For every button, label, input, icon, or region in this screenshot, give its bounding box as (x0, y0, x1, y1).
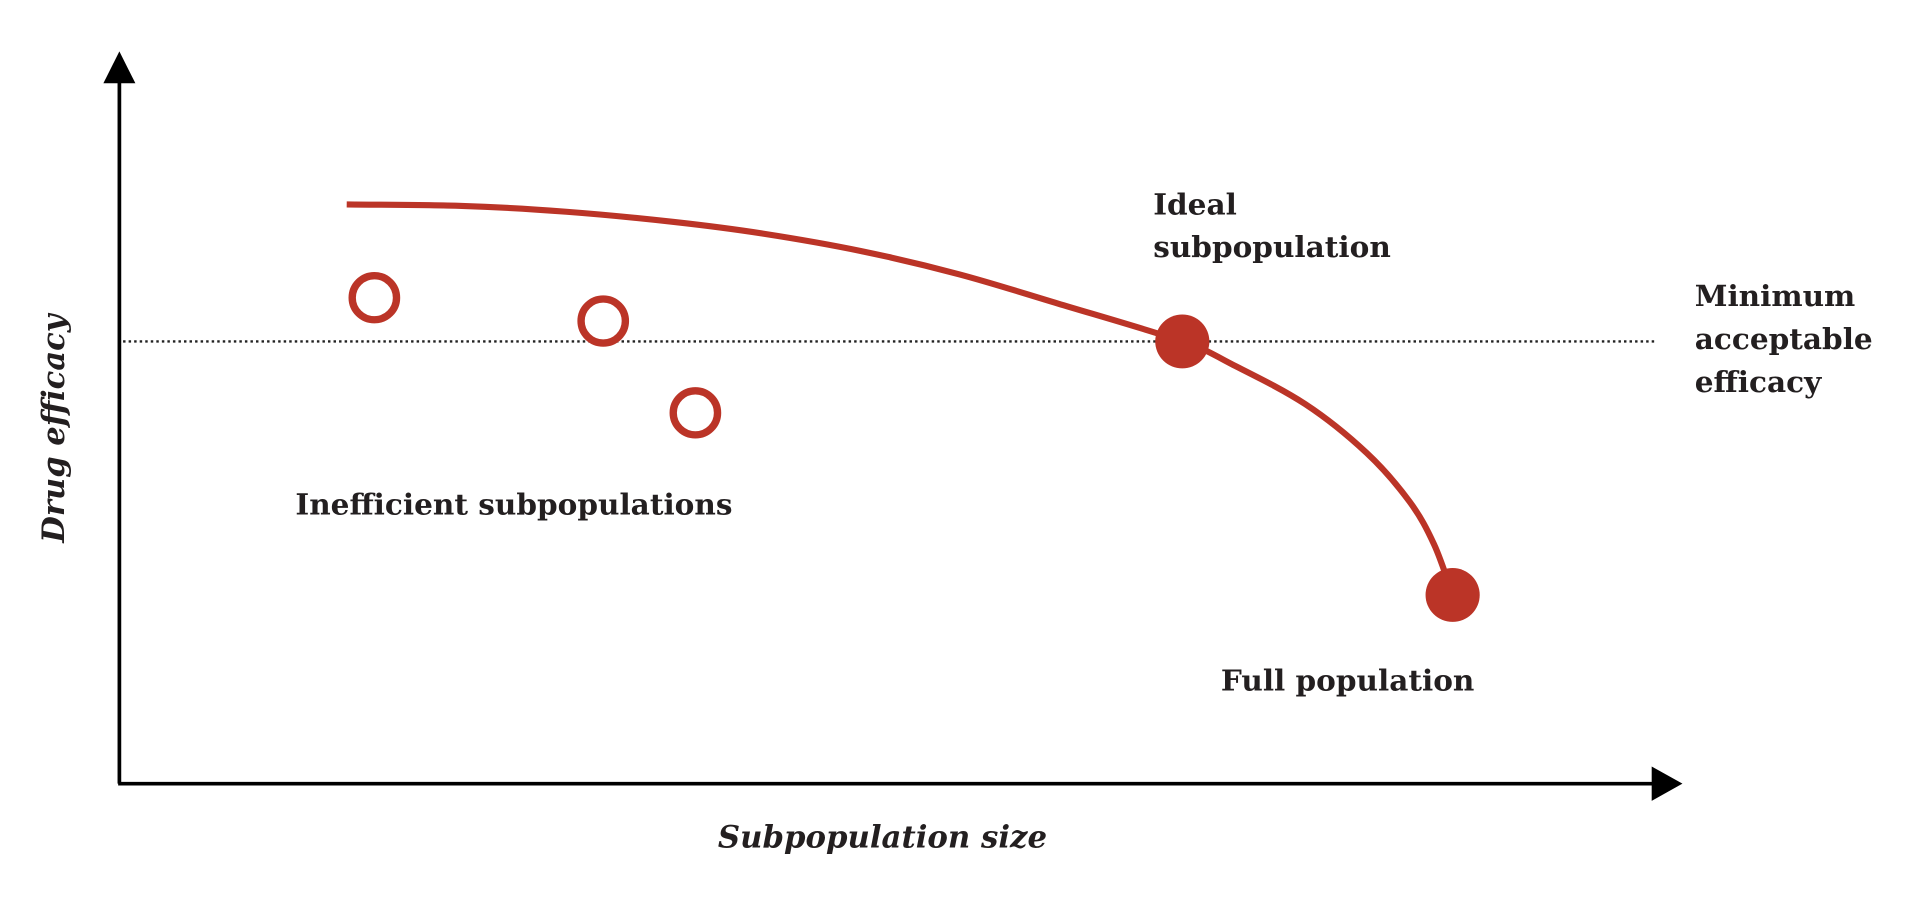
y-axis-label: Drug efficacy (36, 312, 72, 543)
inefficient-label: Inefficient subpopulations (295, 486, 732, 521)
x-axis-label: Subpopulation size (718, 819, 1047, 855)
full-population-label: Full population (1221, 663, 1474, 698)
y-axis-arrow-icon (103, 51, 136, 84)
inefficient-subpopulation-point (577, 295, 630, 347)
x-axis-arrow-icon (1651, 766, 1683, 801)
threshold-label-line2: acceptable (1695, 321, 1873, 356)
threshold-label-line1: Minimum (1695, 278, 1856, 313)
inefficient-subpopulation-point (669, 387, 722, 439)
axes (103, 51, 1683, 801)
ideal-label-line1: Ideal (1153, 186, 1237, 221)
inefficient-subpopulation-point (348, 272, 401, 324)
threshold-label-line3: efficacy (1695, 364, 1822, 399)
efficacy-curve (346, 201, 1456, 597)
full-population-point (1425, 568, 1480, 622)
ideal-subpopulation-point (1155, 314, 1210, 369)
ideal-label-line2: subpopulation (1153, 229, 1391, 264)
